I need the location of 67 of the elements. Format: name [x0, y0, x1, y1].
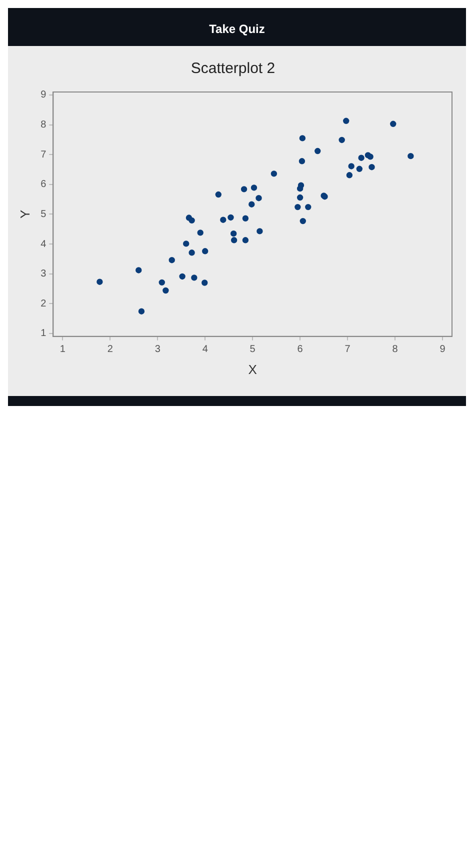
- point: [296, 194, 304, 201]
- x-tick-label: 7: [344, 344, 351, 356]
- y-tick-label: 3: [40, 268, 47, 280]
- point: [408, 152, 414, 160]
- y-tick-label: 1: [40, 328, 47, 340]
- point: [305, 204, 312, 210]
- x-tick-label: 5: [250, 344, 256, 356]
- point: [179, 273, 186, 280]
- x-tick-label: 2: [107, 344, 114, 356]
- y-tick-label: 9: [40, 90, 47, 101]
- point: [368, 164, 375, 170]
- point: [256, 228, 263, 234]
- point: [202, 280, 208, 286]
- y-tick-label: 2: [40, 298, 47, 310]
- y-tick-label: 4: [40, 238, 47, 250]
- point: [367, 154, 374, 160]
- point: [390, 120, 396, 127]
- point: [300, 218, 306, 224]
- x-tick-label: 4: [202, 344, 208, 356]
- y-tick-label: 6: [40, 179, 47, 190]
- point: [343, 118, 350, 124]
- y-axis-title: Y: [17, 210, 32, 219]
- point: [188, 250, 195, 256]
- point: [299, 135, 306, 142]
- point: [270, 170, 278, 177]
- y-tick-label: 8: [40, 120, 47, 131]
- y-tick-label: 7: [40, 149, 47, 160]
- point: [338, 136, 345, 144]
- point: [314, 148, 321, 154]
- point: [168, 257, 175, 264]
- x-tick-label: 1: [60, 344, 66, 356]
- point: [348, 163, 354, 170]
- point: [356, 166, 363, 172]
- point: [197, 230, 204, 236]
- point: [138, 308, 145, 314]
- y-tick-label: 5: [40, 208, 47, 220]
- point: [358, 154, 364, 161]
- point: [158, 279, 165, 286]
- point: [191, 274, 198, 281]
- chart-title: Scatterplot 2: [190, 60, 276, 78]
- point: [346, 172, 353, 178]
- point: [250, 184, 258, 191]
- x-tick-label: 8: [392, 344, 398, 356]
- x-tick-label: 3: [154, 344, 161, 356]
- point: [136, 267, 142, 274]
- text: Take Quiz: [208, 22, 266, 36]
- point: [230, 237, 238, 244]
- point: [215, 191, 222, 198]
- point: [188, 217, 195, 224]
- point: [248, 201, 255, 208]
- point: [220, 216, 226, 223]
- point: [202, 248, 208, 254]
- point: [256, 195, 262, 202]
- point: [298, 158, 306, 164]
- point: [228, 214, 234, 221]
- point: [96, 278, 103, 285]
- x-tick-label: 9: [440, 344, 446, 356]
- point: [296, 185, 304, 192]
- point: [230, 230, 237, 237]
- point: [242, 215, 249, 222]
- point: [183, 240, 190, 247]
- point: [242, 237, 249, 244]
- point: [294, 204, 301, 210]
- point: [162, 287, 169, 294]
- point: [240, 186, 248, 192]
- x-axis-title: X: [248, 362, 258, 377]
- x-tick-label: 6: [297, 344, 304, 356]
